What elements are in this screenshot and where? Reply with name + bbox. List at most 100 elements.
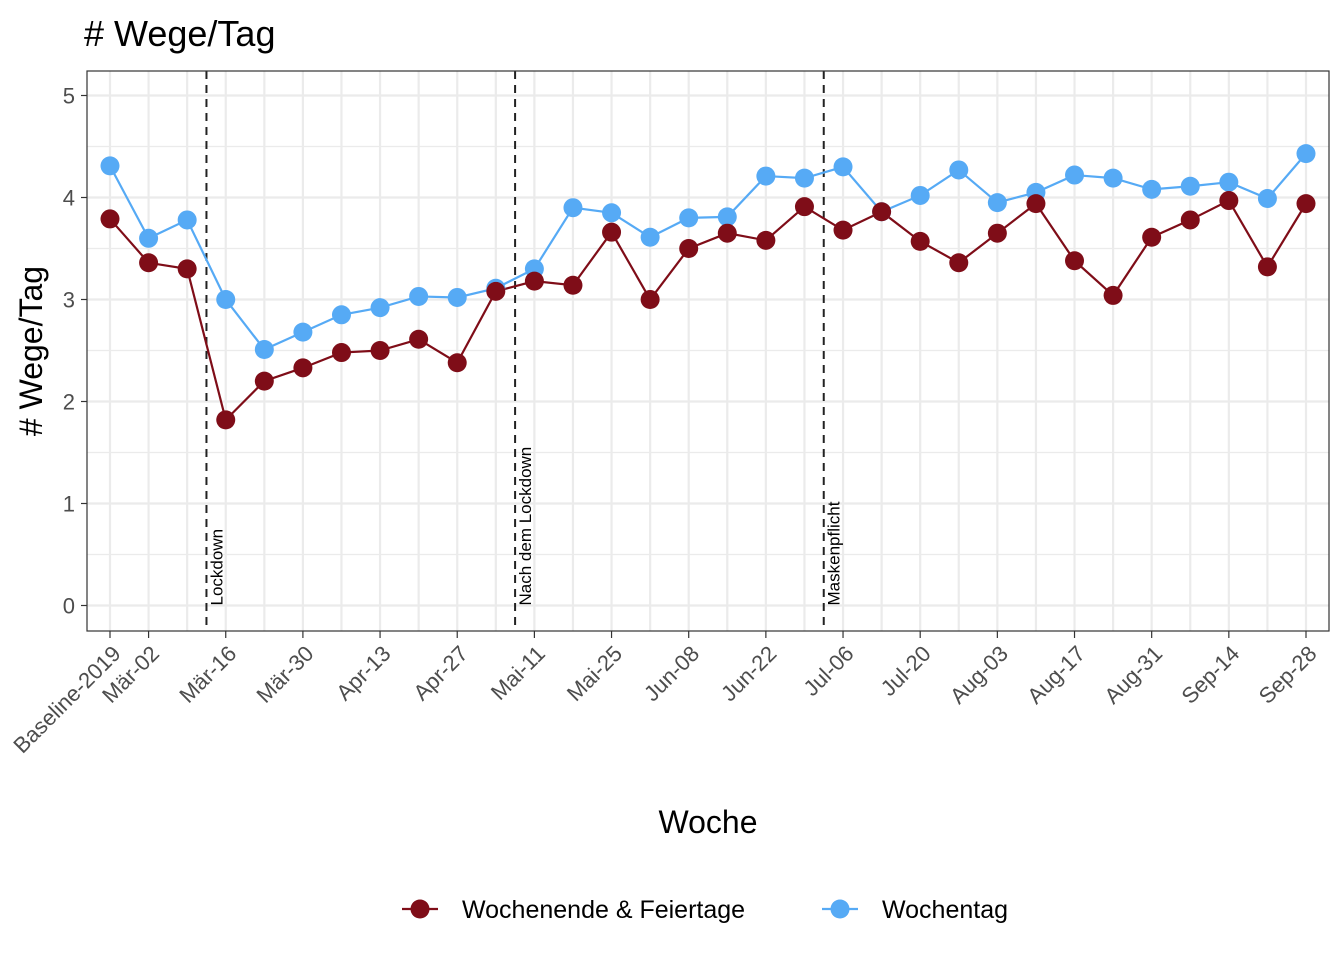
data-point	[756, 166, 776, 186]
x-tick-label: Aug-31	[1099, 641, 1167, 709]
x-tick-label: Mär-16	[174, 641, 241, 708]
data-point	[679, 239, 699, 258]
data-point	[640, 290, 660, 309]
data-point	[370, 298, 390, 318]
data-point	[370, 341, 390, 360]
x-tick-label: Apr-27	[408, 641, 472, 705]
x-tick-label: Sep-14	[1177, 641, 1245, 709]
data-point	[640, 227, 660, 247]
chart-title: # Wege/Tag	[84, 13, 275, 54]
legend-key-point	[410, 899, 430, 919]
data-point	[949, 253, 969, 273]
y-tick-label: 2	[63, 390, 75, 415]
data-point	[1065, 251, 1085, 271]
y-tick-label: 4	[63, 186, 75, 211]
x-tick-label: Jul-20	[876, 641, 936, 701]
series	[100, 144, 1316, 430]
x-tick-label: Jun-08	[639, 641, 704, 706]
data-point	[100, 209, 120, 229]
data-point	[563, 198, 583, 218]
data-point	[794, 197, 814, 217]
data-point	[717, 223, 737, 243]
data-point	[833, 157, 853, 177]
data-point	[1142, 227, 1162, 247]
x-tick-label: Aug-03	[945, 641, 1013, 709]
x-tick-label: Jun-22	[716, 641, 781, 706]
data-point	[949, 160, 969, 180]
x-tick-label: Mär-30	[251, 641, 318, 708]
data-point	[1103, 168, 1123, 188]
y-tick-label: 1	[63, 492, 75, 517]
data-point	[1296, 194, 1316, 214]
series-line	[109, 199, 1307, 423]
data-point	[1219, 191, 1239, 211]
data-point	[1296, 144, 1316, 164]
data-point	[679, 208, 699, 228]
data-point	[833, 220, 853, 240]
data-point	[1257, 257, 1277, 277]
x-tick-label: Sep-28	[1254, 641, 1322, 709]
data-point	[1103, 285, 1123, 305]
data-point	[177, 210, 197, 230]
x-tick-label: Jul-06	[799, 641, 859, 701]
data-point	[409, 286, 429, 306]
data-point	[100, 156, 120, 176]
x-tick-label: Mai-11	[486, 641, 550, 705]
x-tick-label: Aug-17	[1022, 641, 1090, 709]
x-axis-title: Woche	[658, 804, 757, 840]
data-point	[794, 168, 814, 188]
data-point	[139, 253, 159, 273]
data-point	[293, 358, 313, 378]
legend-key-point	[830, 899, 850, 919]
data-point	[524, 271, 544, 291]
data-point	[293, 322, 313, 342]
data-point	[447, 353, 467, 373]
data-point	[1180, 210, 1200, 230]
data-point	[139, 228, 159, 248]
x-tick-label: Apr-13	[331, 641, 395, 705]
data-point	[602, 222, 622, 242]
data-point	[1257, 189, 1277, 209]
data-point	[987, 193, 1007, 213]
data-point	[216, 410, 236, 430]
data-point	[331, 343, 351, 363]
data-point	[1180, 176, 1200, 196]
data-point	[447, 287, 467, 307]
data-point	[254, 371, 274, 391]
series-line	[109, 152, 1307, 351]
legend-label: Wochentag	[882, 896, 1008, 924]
annotations: Lockdown Nach dem Lockdown Maskenpflicht	[205, 71, 844, 631]
legend: Wochenende & Feiertage Wochentag	[402, 896, 1008, 924]
x-tick-label: Mai-25	[562, 641, 627, 706]
data-point	[1065, 165, 1085, 185]
y-tick-label: 5	[63, 84, 75, 109]
data-point	[872, 202, 892, 222]
data-point	[254, 339, 274, 359]
data-point	[486, 281, 506, 301]
annotation-label: Lockdown	[207, 529, 226, 606]
data-point	[1142, 179, 1162, 199]
data-point	[910, 231, 930, 251]
data-point	[717, 207, 737, 227]
data-point	[216, 290, 236, 309]
y-tick-label: 3	[63, 288, 75, 313]
data-point	[1026, 194, 1046, 214]
data-point	[177, 259, 197, 279]
data-point	[1219, 172, 1239, 192]
data-point	[910, 185, 930, 205]
data-point	[756, 230, 776, 250]
data-point	[331, 305, 351, 325]
y-axis-title: # Wege/Tag	[13, 266, 49, 436]
plot-panel-border	[86, 70, 1330, 632]
data-point	[409, 329, 429, 349]
annotation-label: Nach dem Lockdown	[516, 447, 535, 606]
data-point	[563, 275, 583, 295]
legend-label: Wochenende & Feiertage	[462, 896, 745, 924]
y-tick-label: 0	[63, 594, 75, 619]
data-point	[987, 223, 1007, 243]
data-point	[602, 203, 622, 223]
annotation-label: Maskenpflicht	[825, 501, 844, 605]
